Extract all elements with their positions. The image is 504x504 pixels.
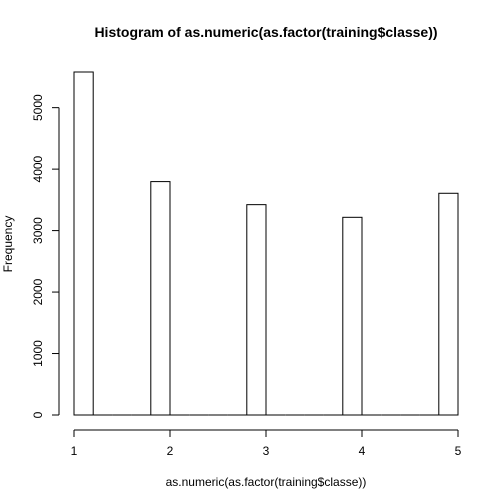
x-tick-label: 2: [167, 444, 174, 458]
x-tick-label: 3: [263, 444, 270, 458]
histogram-bar: [246, 204, 267, 416]
y-tick-label: 2000: [31, 278, 45, 305]
x-tick-label: 4: [359, 444, 366, 458]
y-tick-label: 0: [31, 411, 45, 418]
x-axis: 1 2 3 4 5: [71, 429, 462, 458]
chart-title: Histogram of as.numeric(as.factor(traini…: [94, 24, 437, 40]
x-tick-label: 1: [71, 444, 78, 458]
y-tick-label: 1000: [31, 340, 45, 367]
x-tick-label: 5: [455, 444, 462, 458]
y-tick-label: 5000: [31, 94, 45, 121]
y-axis: 0 1000 2000 3000 4000 5000: [31, 94, 60, 418]
histogram-bar: [73, 71, 94, 416]
y-tick-label: 4000: [31, 155, 45, 182]
histogram-bars: [73, 71, 459, 416]
x-axis-label: as.numeric(as.factor(training$classe)): [166, 475, 367, 489]
y-tick-label: 3000: [31, 217, 45, 244]
histogram-bar: [438, 192, 459, 416]
histogram-bar: [150, 181, 171, 416]
histogram-bar: [342, 216, 363, 416]
y-axis-label: Frequency: [1, 216, 15, 273]
